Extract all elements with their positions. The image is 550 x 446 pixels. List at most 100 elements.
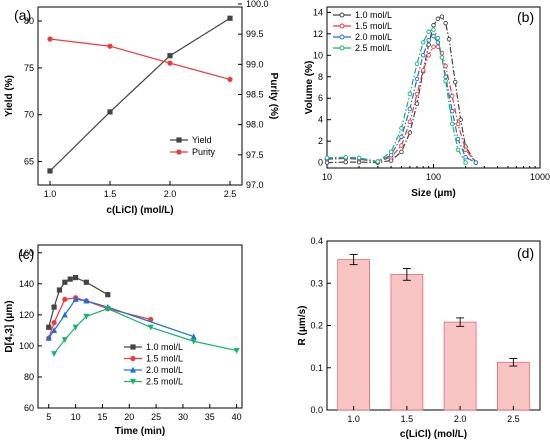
y-tick-label: 0.4 <box>310 236 323 246</box>
data-point <box>83 297 90 304</box>
data-point <box>455 136 461 142</box>
x-tick-label: 20 <box>124 412 134 422</box>
data-point <box>455 147 461 153</box>
y-tick-label: 120 <box>19 310 34 320</box>
bar-1.5 <box>390 273 424 411</box>
data-point <box>431 44 436 49</box>
y-tick-label: 6 <box>318 93 323 103</box>
data-point <box>61 311 68 318</box>
data-point <box>414 101 420 106</box>
y-axis-label: R (μm/s) <box>297 305 308 345</box>
data-point <box>435 40 441 45</box>
data-point <box>61 337 68 343</box>
legend-marker <box>130 355 136 362</box>
data-point <box>463 155 468 160</box>
x-tick-label: 40 <box>232 412 242 422</box>
data-point <box>431 33 436 39</box>
bar-2.0 <box>443 321 477 411</box>
series-line-yield <box>49 17 231 172</box>
legend-marker <box>339 45 345 51</box>
y-tick-label: 140 <box>19 279 34 289</box>
y-tick-label: 0.1 <box>310 363 323 373</box>
legend-label: 1.0 mol/L <box>146 342 183 352</box>
x-tick-label: 2.5 <box>224 189 237 199</box>
x-tick-label: 1.5 <box>401 414 414 424</box>
legend-marker <box>130 344 136 350</box>
data-point <box>414 76 420 82</box>
series-line <box>326 15 477 164</box>
x-axis-label: c(LiCl) (mol/L) <box>106 205 173 216</box>
y2-tick-label: 98.5 <box>246 89 264 99</box>
x-tick-label: 2.0 <box>454 414 467 424</box>
data-point <box>420 40 426 45</box>
panel-c: 5 10 15 20 25 30 35 40 60 80 100 120 140 160 1.0 mol/L… <box>4 244 243 437</box>
y-tick-label: 80 <box>24 16 34 26</box>
data-point <box>356 155 362 161</box>
data-point <box>388 149 394 155</box>
series-line <box>326 28 467 163</box>
y-tick-label: 8 <box>318 72 323 82</box>
panel-a: 1.0 1.5 2.0 2.5 65 70 75 80 97.0 97.5 98.0 98.5 99.0… <box>4 0 279 216</box>
data-point <box>443 20 448 26</box>
data-point <box>51 320 57 326</box>
data-point <box>426 53 431 58</box>
legend-marker <box>339 34 345 40</box>
data-point <box>450 93 455 99</box>
y2-tick-label: 97.0 <box>246 180 264 190</box>
data-point <box>435 44 441 49</box>
y-tick-label: 0.0 <box>310 405 323 415</box>
y2-tick-label: 98.0 <box>246 120 264 130</box>
data-point <box>104 306 111 312</box>
data-point <box>62 279 68 285</box>
data-point <box>458 117 463 122</box>
legend-label: Purity <box>192 147 216 157</box>
legend-label: 2.5 mol/L <box>355 43 392 53</box>
legend-marker <box>176 149 182 155</box>
data-point-purity <box>167 60 173 66</box>
plot-frame <box>37 6 243 186</box>
data-point <box>463 160 468 165</box>
x-tick-label: 30 <box>178 412 188 422</box>
legend-label: 1.0 mol/L <box>355 10 392 20</box>
data-point <box>435 16 441 22</box>
x-tick-label: 2.5 <box>507 414 520 424</box>
bar-1.0 <box>337 259 370 411</box>
data-point <box>83 279 89 285</box>
y-tick-label: 160 <box>19 248 34 258</box>
y-tick-label: 0 <box>318 158 323 168</box>
series-line <box>48 297 151 339</box>
y2-tick-label: 99.5 <box>246 29 264 39</box>
data-point <box>399 143 404 148</box>
y2-tick-label: 97.5 <box>246 150 264 160</box>
data-point <box>443 63 448 69</box>
panel-label: (a) <box>14 7 31 23</box>
data-point <box>72 296 79 302</box>
x-tick-label: 1000 <box>530 172 550 182</box>
data-point <box>473 160 479 165</box>
data-point <box>324 155 330 161</box>
data-point <box>452 79 458 85</box>
legend-label: 2.0 mol/L <box>355 32 392 42</box>
y-tick-label: 14 <box>313 7 323 17</box>
legend-label: 2.0 mol/L <box>146 365 183 375</box>
data-point <box>463 147 468 153</box>
data-point <box>407 119 413 125</box>
y-tick-label: 70 <box>24 110 34 120</box>
legend-label: 2.5 mol/L <box>146 377 183 387</box>
x-axis-label: Size (μm) <box>411 188 455 199</box>
x-tick-label: 35 <box>205 412 215 422</box>
data-point-yield <box>227 15 233 21</box>
data-point <box>72 324 79 331</box>
data-point-purity <box>47 36 53 42</box>
data-point <box>426 42 431 47</box>
y-tick-label: 100 <box>19 341 34 351</box>
data-point <box>407 130 413 135</box>
x-tick-label: 1.0 <box>44 189 57 199</box>
data-point <box>414 91 420 97</box>
y-tick-label: 80 <box>24 372 34 382</box>
data-point <box>343 159 349 165</box>
y-tick-label: 4 <box>318 115 323 125</box>
data-point-purity <box>107 43 113 49</box>
data-point <box>233 347 240 354</box>
data-point <box>147 324 154 331</box>
